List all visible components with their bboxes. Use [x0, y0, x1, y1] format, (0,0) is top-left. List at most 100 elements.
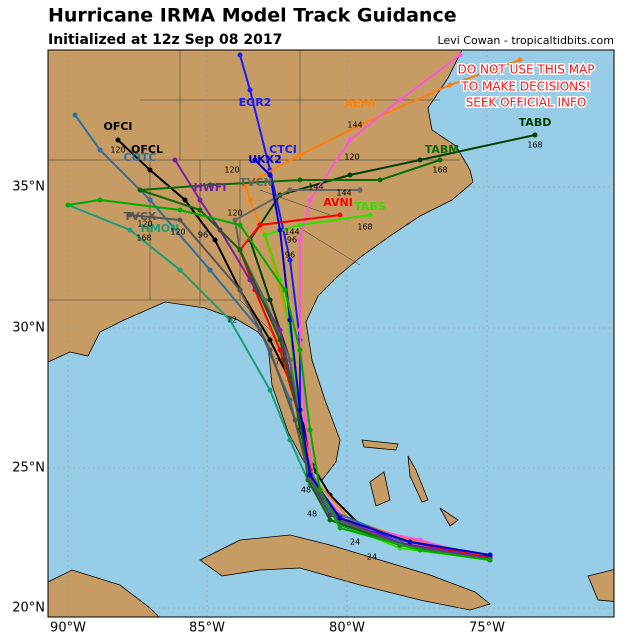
track-point: [262, 232, 268, 238]
track-point: [447, 82, 453, 88]
forecast-hour: 120: [110, 146, 125, 155]
forecast-hour: 72: [227, 316, 237, 325]
track-point: [327, 517, 333, 523]
forecast-hour: 120: [227, 209, 242, 218]
forecast-hour: 96: [287, 236, 297, 245]
track-point: [337, 515, 343, 521]
forecast-hour: 168: [432, 166, 447, 175]
track-point: [127, 212, 133, 218]
track-point: [487, 557, 493, 563]
track-point: [267, 297, 273, 303]
forecast-hour: 96: [198, 231, 208, 240]
track-point: [177, 267, 183, 273]
land: [48, 50, 614, 617]
track-point: [307, 197, 313, 203]
track-point: [317, 487, 323, 493]
forecast-hour: 120: [170, 228, 185, 237]
forecast-hour: 144: [308, 183, 323, 192]
track-point: [347, 172, 353, 178]
forecast-hour: 24: [367, 553, 377, 562]
model-label: AVNI: [323, 196, 353, 209]
track-point: [237, 52, 243, 58]
track-point: [307, 427, 313, 433]
forecast-hour: 168: [527, 141, 542, 150]
track-point: [277, 227, 283, 233]
track-point: [417, 547, 423, 553]
track-point: [487, 552, 493, 558]
track-point: [247, 277, 253, 283]
x-tick-label: 80°W: [329, 621, 365, 636]
track-point: [237, 247, 243, 253]
track-point: [177, 207, 183, 213]
track-point: [252, 157, 258, 163]
model-label: TABD: [519, 116, 552, 129]
model-label: TVCN: [239, 176, 272, 189]
model-label: OFCI: [103, 120, 132, 133]
track-point: [267, 347, 273, 353]
track-point: [232, 217, 238, 223]
forecast-hour: 144: [284, 228, 299, 237]
track-point: [417, 157, 423, 163]
forecast-hour: 168: [357, 223, 372, 232]
track-point: [287, 357, 293, 363]
model-label: HMON: [141, 222, 180, 235]
track-point: [212, 237, 218, 243]
labels: DO NOT USE THIS MAP TO MAKE DECISIONS! SEE…: [103, 61, 596, 562]
forecast-hour: 48: [301, 486, 311, 495]
track-point: [247, 87, 253, 93]
title: Hurricane IRMA Model Track Guidance: [48, 5, 457, 27]
forecast-hour: 168: [136, 234, 151, 243]
y-tick-label: 25°N: [12, 461, 45, 476]
track-point: [297, 237, 303, 243]
track-point: [347, 137, 353, 143]
forecast-hour: 120: [224, 166, 239, 175]
track-point: [207, 267, 213, 273]
track-point: [297, 222, 303, 228]
track-point: [287, 437, 293, 443]
track-point: [307, 472, 313, 478]
track-point: [65, 202, 71, 208]
x-tick-label: 75°W: [469, 621, 505, 636]
forecast-hour: 144: [347, 121, 362, 130]
track-point: [237, 222, 243, 228]
frame: [47, 49, 615, 618]
track-point: [97, 147, 103, 153]
track-point: [357, 122, 363, 128]
warning-text: SEEK OFFICIAL INFO: [466, 96, 587, 110]
y-tick-label: 20°N: [12, 601, 45, 616]
track-point: [237, 287, 243, 293]
track-point: [297, 407, 303, 413]
forecast-hour: 48: [307, 510, 317, 519]
forecast-hour: 120: [344, 153, 359, 162]
track-point: [177, 217, 183, 223]
forecast-hour: 144: [336, 189, 351, 198]
model-track: [174, 159, 481, 558]
model-label: OFCL: [131, 143, 163, 156]
track-point: [197, 197, 203, 203]
track-point: [397, 97, 403, 103]
track-point: [407, 539, 413, 545]
track-point: [227, 317, 233, 323]
subtitle: Initialized at 12z Sep 08 2017: [48, 32, 282, 48]
track-point: [72, 112, 78, 118]
track-point: [277, 337, 283, 343]
track-point: [207, 182, 213, 188]
track-point: [292, 417, 298, 423]
track-point: [277, 327, 283, 333]
forecast-hour: 96: [285, 251, 295, 260]
track-point: [257, 222, 263, 228]
forecast-hour: 72: [275, 358, 285, 367]
model-label: TVCX: [124, 210, 157, 223]
track-point: [532, 132, 538, 138]
track-point: [127, 227, 133, 233]
track-point: [417, 537, 423, 543]
warning-text: DO NOT USE THIS MAP: [458, 63, 595, 77]
model-label: UKX2: [248, 153, 282, 166]
track-point: [267, 337, 273, 343]
track-point: [147, 197, 153, 203]
warning-text: TO MAKE DECISIONS!: [460, 80, 590, 94]
model-label: TABM: [425, 143, 460, 156]
model-label: TABS: [354, 200, 386, 213]
track-point: [337, 212, 343, 218]
track-point: [147, 167, 153, 173]
